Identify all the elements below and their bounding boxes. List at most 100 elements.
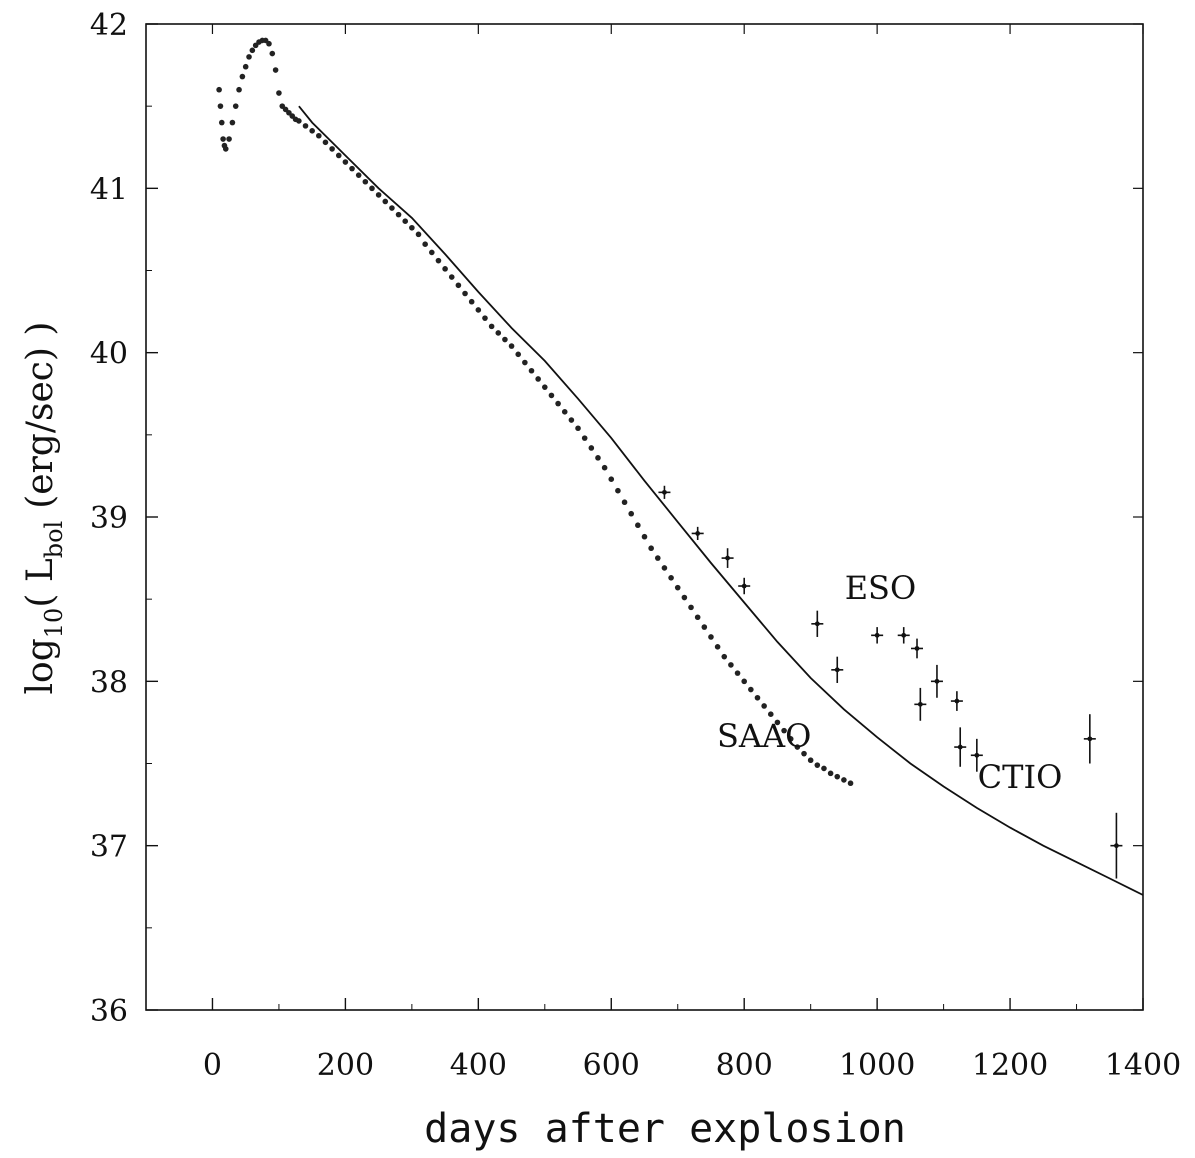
error-bar-marker <box>1087 736 1093 742</box>
data-point <box>402 218 409 224</box>
error-bar-marker <box>834 667 840 673</box>
y-axis-log: log <box>20 638 61 694</box>
data-point <box>781 727 787 734</box>
error-bar-point <box>721 548 734 568</box>
data-point <box>621 499 628 506</box>
data-point <box>462 290 468 297</box>
data-point <box>601 464 608 471</box>
y-axis-title: log10( Lbol (erg/sec) ) <box>20 322 68 695</box>
error-bar-marker <box>917 701 923 707</box>
error-bar-marker <box>741 583 747 589</box>
data-point <box>801 750 807 757</box>
data-point <box>688 604 694 611</box>
x-tick-label: 0 <box>203 1048 222 1083</box>
error-bar-point <box>914 687 927 721</box>
data-point <box>581 435 588 441</box>
data-point <box>681 594 688 601</box>
data-point <box>322 139 329 146</box>
data-point <box>827 770 834 777</box>
data-point <box>834 773 841 780</box>
data-point <box>422 241 428 248</box>
error-bar-marker <box>874 632 880 638</box>
data-point <box>774 719 781 726</box>
observed-points <box>216 37 854 787</box>
data-point <box>748 686 754 693</box>
data-point <box>734 670 741 676</box>
data-point <box>226 136 232 142</box>
y-axis-units: (erg/sec) ) <box>20 322 61 509</box>
data-point <box>728 662 734 668</box>
data-point <box>528 367 535 374</box>
data-point <box>409 224 415 231</box>
data-point <box>648 545 654 552</box>
data-point <box>721 653 728 660</box>
data-point <box>375 192 382 198</box>
x-tick-label: 1200 <box>972 1048 1048 1083</box>
error-bar-point <box>930 664 943 698</box>
data-point <box>455 282 462 289</box>
annotation-saao: SAAO <box>717 717 811 755</box>
data-point <box>595 455 601 461</box>
error-bar-marker <box>914 646 920 651</box>
data-point <box>535 376 541 382</box>
data-point <box>236 86 242 93</box>
data-point <box>628 510 635 517</box>
axis-ticks: 0 200 400 600 800 1000 1200 1400 36 37 38 39 40 41 42 <box>90 8 1181 1083</box>
data-point <box>488 323 495 330</box>
data-point <box>701 624 708 630</box>
y-axis-sub: bol <box>40 521 68 559</box>
error-bar-marker <box>814 621 820 627</box>
data-point <box>468 298 475 305</box>
data-point <box>668 575 674 581</box>
data-point <box>369 185 375 192</box>
data-point <box>641 533 648 540</box>
data-point <box>515 351 522 358</box>
error-bar-point <box>897 627 910 644</box>
data-point <box>222 146 229 152</box>
data-point <box>382 198 389 205</box>
error-bar-marker <box>695 531 701 536</box>
x-tick-label: 200 <box>317 1048 374 1083</box>
model-light-curve <box>298 105 1144 896</box>
y-tick-label: 42 <box>90 8 128 43</box>
data-point <box>674 584 681 591</box>
data-point <box>615 487 621 494</box>
data-point <box>220 136 226 142</box>
data-point <box>847 780 854 787</box>
data-point <box>389 205 395 211</box>
y-axis-paren: ( L <box>20 558 61 607</box>
data-point <box>714 644 721 650</box>
data-point <box>246 54 252 60</box>
data-point <box>482 315 488 321</box>
data-point <box>302 123 309 129</box>
data-point <box>355 172 362 178</box>
error-bar-marker <box>954 698 960 704</box>
error-bar-point <box>1083 714 1096 764</box>
data-point <box>269 50 276 57</box>
data-point <box>821 765 827 772</box>
data-point <box>349 165 355 172</box>
data-point <box>708 634 714 640</box>
data-point <box>309 128 315 134</box>
data-point <box>415 231 422 238</box>
data-point <box>694 614 701 621</box>
error-bar-marker <box>934 678 940 684</box>
annotations: SAAO ESO CTIO <box>717 569 1062 796</box>
error-bar-point <box>970 738 983 772</box>
data-point <box>335 152 342 159</box>
data-point <box>216 86 222 93</box>
data-point <box>608 476 615 483</box>
data-point <box>435 257 442 264</box>
y-tick-label: 41 <box>90 172 128 207</box>
data-point <box>242 63 249 70</box>
error-bar-marker <box>974 752 980 758</box>
data-point <box>794 744 801 750</box>
error-bar-point <box>831 656 844 683</box>
data-point <box>814 762 821 768</box>
data-point <box>329 146 335 152</box>
annotation-eso: ESO <box>845 569 917 607</box>
plot-border <box>145 23 1144 1011</box>
data-point <box>276 90 282 96</box>
data-point <box>807 757 814 764</box>
x-tick-label: 400 <box>450 1048 507 1083</box>
